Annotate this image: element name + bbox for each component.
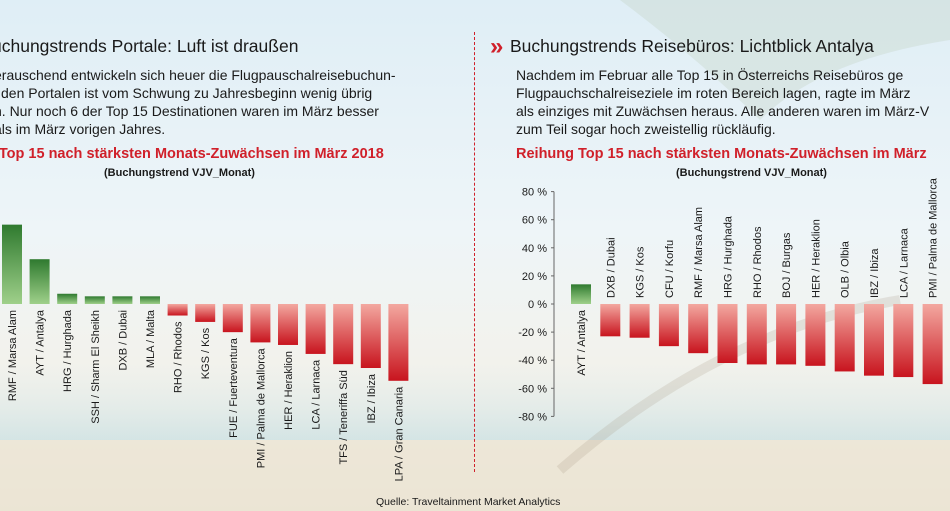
category-label: RHO / Rhodos: [173, 321, 185, 393]
left-body-line: als im März vorigen Jahres.: [0, 121, 166, 137]
left-title: uchungstrends Portale: Luft ist draußen: [0, 36, 299, 56]
bar: [140, 296, 160, 304]
right-title: Buchungstrends Reisebüros: Lichtblick An…: [510, 36, 874, 56]
bar: [629, 304, 650, 338]
left-body-line: erauschend entwickeln sich heuer die Flu…: [0, 67, 396, 83]
bar: [746, 304, 767, 365]
category-label: IBZ / Ibiza: [869, 248, 881, 298]
left-body-line: i den Portalen ist vom Schwung zu Jahres…: [0, 85, 373, 101]
left-chart-title: g Top 15 nach stärksten Monats-Zuwächsen…: [0, 146, 384, 162]
right-chart-title: Reihung Top 15 nach stärksten Monats-Zuw…: [516, 146, 927, 162]
bar: [658, 304, 679, 347]
category-label: CFU / Korfu: [664, 240, 676, 298]
bar: [834, 304, 855, 372]
bar: [333, 304, 354, 365]
right-body-line: Flugpauchschalreiseziele im roten Bereic…: [516, 85, 911, 101]
category-label: AYT / Antalya: [35, 309, 47, 376]
y-tick-label: -20 %: [518, 327, 547, 339]
bar: [250, 304, 271, 343]
bar: [805, 304, 826, 366]
category-label: MLA / Malta: [145, 309, 157, 368]
right-body-line: Nachdem im Februar alle Top 15 in Österr…: [516, 67, 904, 83]
bar: [29, 259, 50, 304]
right-panel: » Buchungstrends Reisebüros: Lichtblick …: [490, 0, 950, 490]
category-label: RMF / Marsa Alam: [693, 207, 705, 298]
bar: [717, 304, 738, 364]
bar: [360, 304, 381, 368]
category-label: LCA / Larnaca: [898, 227, 910, 298]
category-label: PMI / Palma de Mallorca: [928, 177, 940, 298]
bar: [893, 304, 914, 378]
category-label: IBZ / Ibiza: [366, 373, 378, 423]
y-tick-label: 40 %: [522, 243, 547, 255]
bar: [864, 304, 884, 376]
left-body: erauschend entwickeln sich heuer die Flu…: [0, 66, 434, 138]
category-label: DXB / Dubai: [605, 237, 617, 298]
left-bar-chart: RMF / Marsa Alam AYT / Antalya HRG / Hurgh…: [2, 224, 409, 481]
category-label: RHO / Rhodos: [752, 226, 764, 298]
category-label: OLB / Olbia: [840, 240, 852, 298]
bar: [222, 304, 243, 333]
category-label: SSH / Sharm El Sheikh: [90, 310, 102, 424]
bar: [84, 296, 105, 304]
right-body-line: zum Teil sogar hoch zweistellig rückläuf…: [516, 121, 776, 137]
bar: [571, 284, 591, 304]
bar: [922, 304, 943, 385]
left-panel: uchungstrends Portale: Luft ist draußen …: [0, 0, 460, 490]
category-label: TFS / Teneriffa Süd: [338, 370, 350, 464]
y-tick-label: -60 %: [518, 383, 547, 395]
bar: [167, 304, 188, 316]
category-label: HER / Heraklion: [810, 219, 822, 298]
y-tick-label: 20 %: [522, 271, 547, 283]
left-body-line: n. Nur noch 6 der Top 15 Destinationen w…: [0, 103, 379, 119]
bar: [776, 304, 797, 365]
bar: [57, 293, 78, 304]
category-label: HRG / Hurghada: [62, 309, 74, 392]
y-tick-label: -40 %: [518, 355, 547, 367]
bar: [278, 304, 298, 345]
category-label: HER / Heraklion: [283, 351, 295, 430]
category-label: KGS / Kos: [200, 327, 212, 379]
bar: [305, 304, 326, 354]
bar: [195, 304, 216, 322]
category-label: LCA / Larnaca: [311, 359, 323, 430]
right-chart-subtitle: (Buchungstrend VJV_Monat): [676, 167, 827, 179]
source-note: Quelle: Traveltainment Market Analytics: [376, 496, 561, 508]
category-label: AYT / Antalya: [576, 309, 588, 376]
bar: [2, 224, 22, 304]
category-label: BOJ / Burgas: [781, 232, 793, 298]
right-body-line: als einziges mit Zuwächsen heraus. Alle …: [516, 103, 930, 119]
y-tick-label: 0 %: [528, 299, 547, 311]
right-bar-chart: 80 % 60 % 40 % 20 % 0 % -20 % -40 % -60 % -80 % A…: [518, 177, 943, 423]
bar: [112, 296, 133, 304]
y-tick-label: 60 %: [522, 215, 547, 227]
category-label: PMI / Palma de Mallorca: [255, 348, 267, 469]
category-label: DXB / Dubai: [117, 310, 129, 371]
y-tick-label: -80 %: [518, 411, 547, 423]
category-label: HRG / Hurghada: [723, 215, 735, 298]
category-label: KGS / Kos: [635, 246, 647, 298]
right-body: Nachdem im Februar alle Top 15 in Österr…: [516, 66, 950, 138]
left-chart-subtitle: (Buchungstrend VJV_Monat): [104, 167, 255, 179]
bar: [688, 304, 709, 354]
y-tick-label: 80 %: [522, 187, 547, 199]
panel-divider: [474, 32, 475, 472]
category-label: FUE / Fuerteventura: [228, 337, 240, 438]
bar: [600, 304, 621, 337]
category-label: RMF / Marsa Alam: [7, 310, 19, 401]
bar: [388, 304, 409, 381]
category-label: LPA / Gran Canaria: [393, 386, 405, 481]
